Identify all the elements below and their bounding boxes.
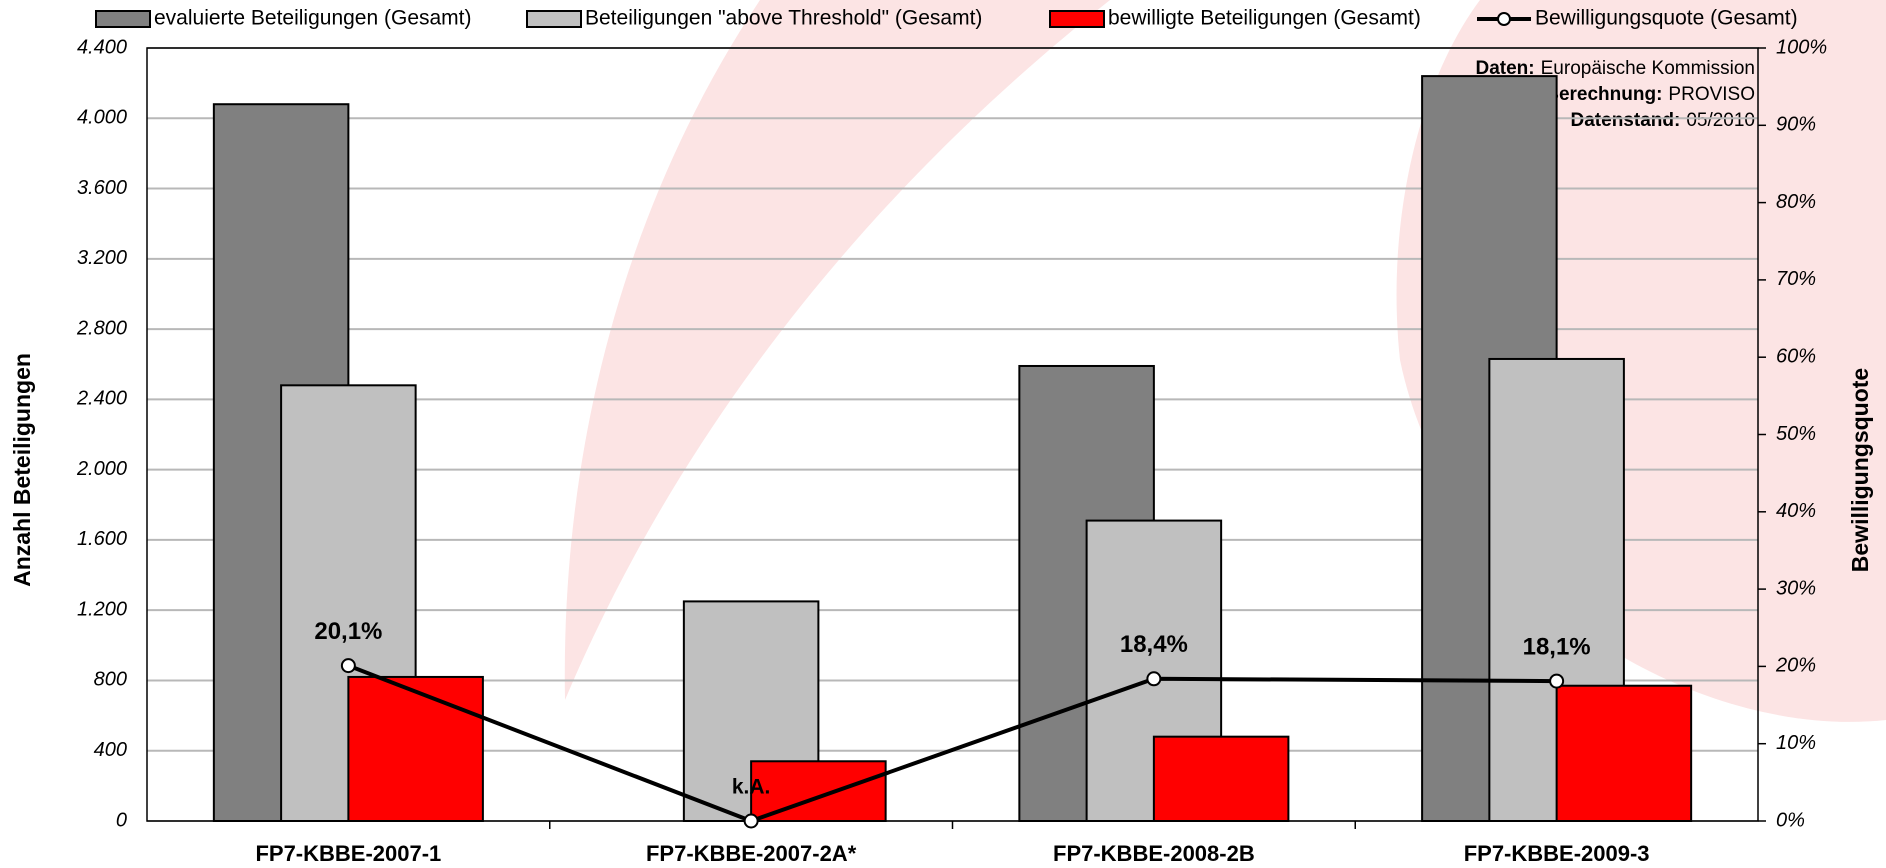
y2-tick-label: 80% bbox=[1776, 191, 1816, 213]
bar bbox=[347, 675, 484, 823]
y2-tick-label: 60% bbox=[1776, 345, 1816, 367]
x-tick-label: FP7-KBBE-2007-1 bbox=[255, 841, 441, 866]
legend-label: Bewilligungsquote (Gesamt) bbox=[1535, 7, 1798, 30]
y2-tick-label: 0% bbox=[1776, 809, 1805, 831]
annotation-text: 05/2010 bbox=[1686, 110, 1755, 131]
plot-border bbox=[146, 47, 1759, 822]
x-tick-label: FP7-KBBE-2009-3 bbox=[1464, 841, 1650, 866]
y-tick-label: 4.000 bbox=[77, 107, 127, 129]
line-marker bbox=[340, 658, 356, 674]
value-label: 20,1% bbox=[314, 618, 382, 645]
y-tick-label: 400 bbox=[94, 739, 127, 761]
y-tick-label: 4.400 bbox=[77, 36, 127, 58]
y2-tick-label: 20% bbox=[1775, 655, 1816, 677]
annotation-label: Daten: bbox=[1476, 58, 1535, 79]
y-tick-label: 800 bbox=[94, 669, 127, 691]
y-tick-label: 2.000 bbox=[76, 458, 127, 480]
y-axis-label: Anzahl Beteiligungen bbox=[9, 353, 35, 587]
y2-tick-label: 70% bbox=[1776, 268, 1816, 290]
y-tick-label: 2.400 bbox=[76, 388, 127, 410]
bar bbox=[1555, 684, 1693, 822]
legend-swatch bbox=[95, 10, 151, 28]
line-marker bbox=[743, 813, 759, 829]
legend-marker bbox=[1497, 12, 1511, 26]
annotations: Daten: Europäische Kommission Berechnung: P… bbox=[1476, 58, 1756, 131]
legend-label: Beteiligungen "above Threshold" (Gesamt) bbox=[585, 7, 982, 30]
y-tick-label: 0 bbox=[116, 809, 127, 831]
y-tick-label: 1.200 bbox=[77, 598, 127, 620]
legend-label: bewilligte Beteiligungen (Gesamt) bbox=[1108, 7, 1421, 30]
annotation-text: Europäische Kommission bbox=[1541, 58, 1755, 79]
y2-tick-label: 30% bbox=[1776, 577, 1816, 599]
x-tick-label: FP7-KBBE-2008-2B bbox=[1053, 841, 1255, 866]
y2-tick-label: 100% bbox=[1776, 36, 1827, 58]
line bbox=[347, 663, 1557, 824]
value-label: 18,4% bbox=[1120, 631, 1188, 658]
legend-label: evaluierte Beteiligungen (Gesamt) bbox=[154, 7, 472, 30]
annotation-text: PROVISO bbox=[1668, 84, 1755, 105]
y-tick-label: 2.800 bbox=[76, 317, 127, 339]
annotation: Datenstand: 05/2010 bbox=[1571, 110, 1755, 131]
annotation: Berechnung: PROVISO bbox=[1545, 84, 1755, 105]
legend-swatch bbox=[526, 10, 582, 28]
y2-tick-label: 90% bbox=[1776, 114, 1816, 136]
y-tick-label: 3.200 bbox=[77, 247, 127, 269]
bar bbox=[1152, 735, 1290, 822]
annotation: Daten: Europäische Kommission bbox=[1476, 58, 1756, 79]
y-tick-label: 1.600 bbox=[77, 528, 127, 550]
y2-axis-label: Bewilligungsquote bbox=[1847, 368, 1873, 572]
value-label: 18,1% bbox=[1523, 633, 1591, 660]
y2-tick-label: 10% bbox=[1776, 732, 1816, 754]
y2-tick-label: 50% bbox=[1776, 423, 1816, 445]
legend-swatch bbox=[1049, 10, 1105, 28]
line-marker bbox=[1146, 671, 1162, 687]
annotation-label: Datenstand: bbox=[1571, 110, 1681, 131]
background-swoosh bbox=[564, 0, 1110, 700]
value-label: k.A. bbox=[732, 776, 771, 799]
line-marker bbox=[1549, 673, 1565, 689]
y-tick-label: 3.600 bbox=[77, 177, 127, 199]
annotation-label: Berechnung: bbox=[1545, 84, 1662, 105]
x-tick-label: FP7-KBBE-2007-2A* bbox=[646, 841, 857, 866]
y2-tick-label: 40% bbox=[1776, 500, 1816, 522]
